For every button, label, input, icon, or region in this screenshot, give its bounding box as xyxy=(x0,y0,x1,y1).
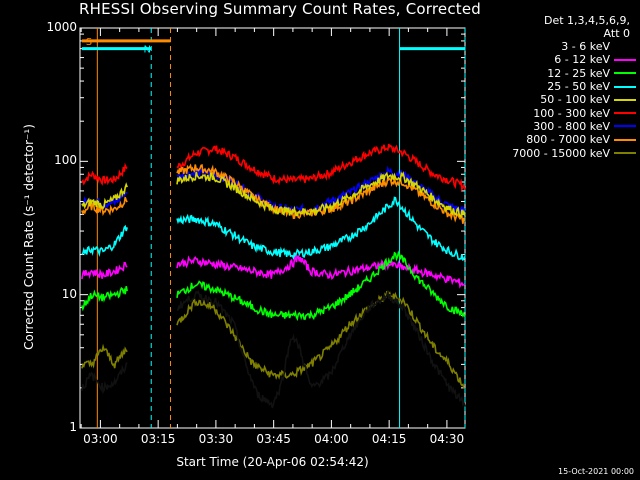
legend-entry: 12 - 25 keV xyxy=(478,67,636,80)
legend-label: 3 - 6 keV xyxy=(561,40,610,54)
flag-label-n: N xyxy=(144,45,151,56)
legend-label: 300 - 800 keV xyxy=(533,119,610,133)
y-tick-label: 1000 xyxy=(46,20,77,34)
x-tick-label: 03:30 xyxy=(198,432,234,446)
plot-frame xyxy=(79,27,466,429)
legend-header-detectors: Det 1,3,4,5,6,9, xyxy=(543,14,630,27)
legend-entry: 7000 - 15000 keV xyxy=(478,146,636,160)
legend-entry: 300 - 800 keV xyxy=(478,120,636,133)
legend-swatch xyxy=(614,112,636,115)
legend-label: 7000 - 15000 keV xyxy=(512,146,610,160)
legend-label: 25 - 50 keV xyxy=(547,80,610,94)
series-12-25-kev-line xyxy=(81,250,466,322)
x-tick-label: 03:00 xyxy=(83,432,118,446)
legend-swatch xyxy=(613,44,637,49)
legend-entry: 800 - 7000 keV xyxy=(478,133,636,146)
y-tick-label: 100 xyxy=(54,153,77,168)
flag-label-s: S xyxy=(86,37,92,48)
legend-entry: 50 - 100 keV xyxy=(478,93,636,106)
legend-header-attenuator: Att 0 xyxy=(603,27,630,40)
y-tick-label: 1 xyxy=(69,420,77,434)
y-tick-label: 10 xyxy=(61,286,77,301)
legend-label: 6 - 12 keV xyxy=(554,53,610,67)
legend-label: 50 - 100 keV xyxy=(540,93,610,107)
legend-swatch xyxy=(614,72,636,75)
legend-swatch xyxy=(614,152,636,155)
x-tick-label: 04:15 xyxy=(371,432,407,446)
series-7000-15000-kev-line xyxy=(81,290,465,389)
series-50-100-kev-line xyxy=(81,171,466,218)
x-tick-label: 04:30 xyxy=(429,432,465,446)
legend-swatch xyxy=(614,138,636,141)
legend-label: 12 - 25 keV xyxy=(547,66,610,80)
series-300-800-kev-line xyxy=(81,165,466,215)
legend-swatch xyxy=(614,125,636,128)
legend-label: 800 - 7000 keV xyxy=(526,133,610,147)
legend-swatch xyxy=(614,98,636,101)
x-tick-label: 04:00 xyxy=(314,432,349,446)
legend-entry: 100 - 300 keV xyxy=(478,106,636,120)
chart-title: RHESSI Observing Summary Count Rates, Co… xyxy=(78,0,481,18)
x-tick-label: 03:15 xyxy=(140,432,176,446)
legend: Det 1,3,4,5,6,9, Att 0 3 - 6 keV 6 - 12 k… xyxy=(478,14,637,160)
legend-swatch xyxy=(614,85,636,88)
footer-date: 15-Oct-2021 00:00 xyxy=(558,467,634,476)
series-3-6-kev-line xyxy=(81,290,466,409)
series-6-12-kev-line xyxy=(81,255,466,289)
legend-entry: 25 - 50 keV xyxy=(478,80,636,93)
legend-label: 100 - 300 keV xyxy=(533,106,610,120)
series-25-50-kev-line xyxy=(81,196,466,262)
legend-swatch xyxy=(614,58,636,61)
series-100-300-kev-line xyxy=(81,143,466,192)
legend-entry: 6 - 12 keV xyxy=(478,53,636,66)
y-axis-title: Corrected Count Rate (s⁻¹ detector⁻¹) xyxy=(22,124,36,350)
legend-entry: 3 - 6 keV xyxy=(478,40,637,54)
x-axis-title: Start Time (20-Apr-06 02:54:42) xyxy=(176,455,369,469)
x-tick-label: 03:45 xyxy=(256,432,291,446)
